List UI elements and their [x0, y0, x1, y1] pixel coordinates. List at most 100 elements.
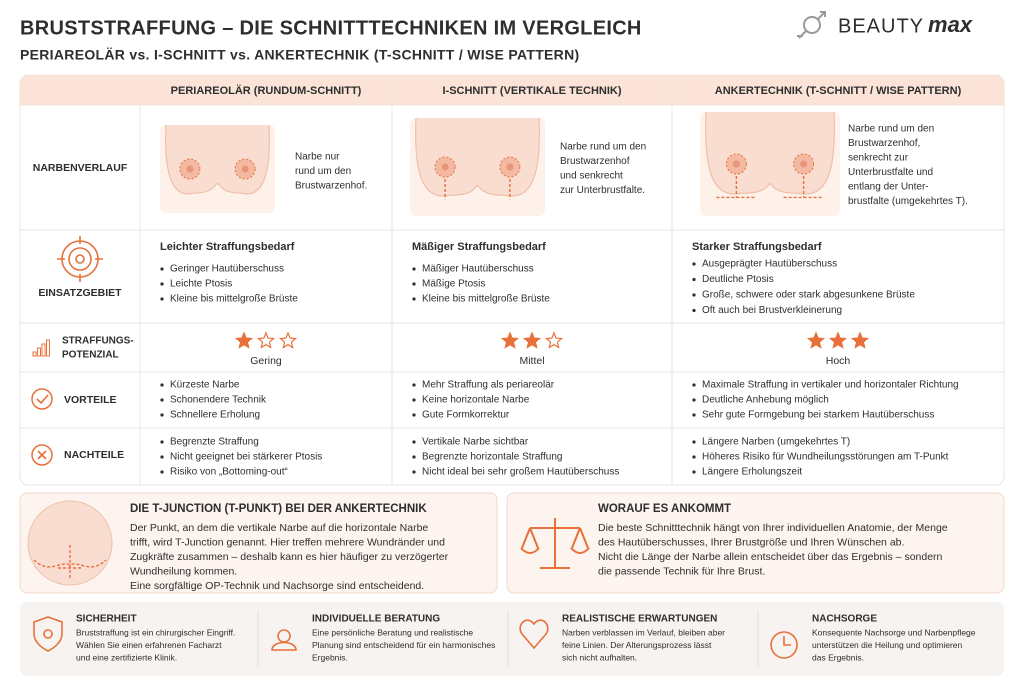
bullet-text: Kleine bis mittelgroße Brüste [422, 294, 550, 305]
scar-description: rund um den [295, 166, 351, 177]
row-label: EINSATZGEBIET [38, 287, 122, 299]
row-label: NACHTEILE [64, 449, 124, 461]
row-icon [57, 236, 103, 282]
scar-description: Brustwarzenhof. [295, 181, 367, 192]
bullet-text: Nicht ideal bei sehr großem Hautüberschu… [422, 467, 619, 478]
row-icon [37, 347, 41, 357]
row-label: VORTEILE [64, 394, 117, 406]
bullet [692, 277, 696, 282]
bullet-text: Leichte Ptosis [170, 279, 232, 290]
bullet [160, 413, 164, 417]
info-title: WORAUF ES ANKOMMT [598, 503, 731, 515]
bullet-text: Geringer Hautüberschuss [170, 264, 284, 275]
bullet-text: Nicht geeignet bei stärkerer Ptosis [170, 452, 322, 463]
rating-label: Hoch [826, 355, 851, 367]
bullet [412, 398, 416, 402]
title: BRUSTSTRAFFUNG – DIE SCHNITTTECHNIKEN IM… [20, 17, 642, 39]
bullet [412, 297, 416, 301]
bullet [412, 470, 416, 474]
row-icon [31, 444, 53, 466]
scar-description: Unterbrustfalte und [848, 167, 933, 178]
bullet-text: Schonendere Technik [170, 395, 267, 406]
bullet-text: Mäßige Ptosis [422, 279, 485, 290]
footer-text: Wählen Sie einen erfahrenen Facharzt [76, 640, 222, 650]
bullet-text: Höheres Risiko für Wundheilungsstörungen… [702, 452, 949, 463]
bullet [160, 282, 164, 286]
row-icon [31, 388, 53, 410]
footer-text: und eine zertifizierte Klinik. [76, 652, 177, 662]
rating-star [256, 331, 276, 349]
info-icon [520, 518, 590, 569]
bullet-text: Ausgeprägter Hautüberschuss [702, 259, 837, 270]
bullet [160, 455, 164, 459]
rating-label: Mittel [519, 355, 544, 367]
info-text: Nicht die Länge der Narbe allein entsche… [598, 551, 943, 563]
scar-description: Narbe nur [295, 152, 340, 163]
bullet-text: Deutliche Anhebung möglich [702, 395, 829, 406]
bullet-text: Risiko von „Bottoming-out“ [170, 467, 288, 478]
bullet [412, 440, 416, 444]
footer-text: Konsequente Nachsorge und Narbenpflege [812, 627, 976, 637]
row-icon [41, 343, 46, 357]
bullet [692, 440, 696, 444]
indication-heading: Starker Straffungsbedarf [692, 241, 822, 253]
row-label: NARBENVERLAUF [33, 162, 128, 174]
illustration [415, 117, 540, 197]
column-header: ANKERTECHNIK (T-SCHNITT / WISE PATTERN) [715, 85, 962, 97]
bullet-text: Begrenzte horizontale Straffung [422, 452, 562, 463]
bullet [692, 293, 696, 297]
bullet [692, 308, 696, 313]
row-label: POTENZIAL [62, 350, 119, 361]
row-icon [32, 351, 37, 357]
info-text: Zugkräfte zusammen – deshalb kann es hie… [130, 551, 449, 563]
bullet [412, 413, 416, 417]
bullet [160, 297, 164, 301]
info-image [33, 545, 107, 580]
rating-star [828, 331, 848, 349]
indication-heading: Leichter Straffungsbedarf [160, 241, 295, 253]
scar-description: brustfalte (umgekehrtes T). [848, 196, 968, 207]
info-box [506, 492, 1005, 594]
bullet [692, 455, 696, 459]
bullet-text: Mäßiger Hautüberschuss [422, 264, 534, 275]
bullet [412, 267, 416, 271]
bullet-text: Große, schwere oder stark abgesunkene Br… [702, 290, 915, 301]
bullet-text: Maximale Straffung in vertikaler und hor… [702, 380, 959, 391]
bullet [412, 282, 416, 286]
bullet [160, 398, 164, 402]
info-text: die passende Technik für Ihre Brust. [598, 565, 765, 577]
footer-text: feine Linien. Der Alterungsprozess lässt [562, 640, 712, 650]
bullet [692, 413, 696, 417]
info-image [27, 500, 113, 586]
scar-description: senkrecht zur [848, 153, 909, 164]
footer-text: sich nicht aufhalten. [562, 652, 637, 662]
bullet-text: Längere Narben (umgekehrtes T) [702, 437, 850, 448]
bullet-text: Begrenzte Straffung [170, 437, 259, 448]
info-text: Die beste Schnitttechnik hängt von Ihrer… [598, 522, 948, 534]
info-title: DIE T-JUNCTION (T-PUNKT) BEI DER ANKERTE… [130, 503, 427, 515]
footer-icon [33, 616, 63, 652]
bullet [692, 383, 696, 387]
footer-title: INDIVIDUELLE BERATUNG [312, 614, 440, 625]
scar-description: Narbe rund um den [560, 142, 646, 153]
footer-icon [519, 619, 549, 650]
bullet [692, 262, 696, 266]
row-icon [68, 247, 92, 271]
bullet-text: Mehr Straffung als periareolär [422, 380, 555, 391]
footer-icon [770, 631, 798, 659]
rating-star [544, 331, 564, 349]
row-icon [37, 450, 47, 460]
info-text: Wundheilung kommen. [130, 565, 237, 577]
rating-star [522, 331, 542, 349]
rating-star [500, 331, 520, 349]
footer-text: Eine persönliche Beratung und realistisc… [312, 627, 473, 637]
bullet-text: Vertikale Narbe sichtbar [422, 437, 529, 448]
logo-accent: max [928, 12, 973, 37]
bullet [160, 470, 164, 474]
footer-title: REALISTISCHE ERWARTUNGEN [562, 614, 717, 625]
bullet-text: Kürzeste Narbe [170, 380, 240, 391]
footer-text: Planung sind entscheidend für ein harmon… [312, 640, 495, 650]
bullet-text: Sehr gute Formgebung bei starkem Hautübe… [702, 410, 934, 421]
rating-label: Gering [250, 355, 282, 367]
